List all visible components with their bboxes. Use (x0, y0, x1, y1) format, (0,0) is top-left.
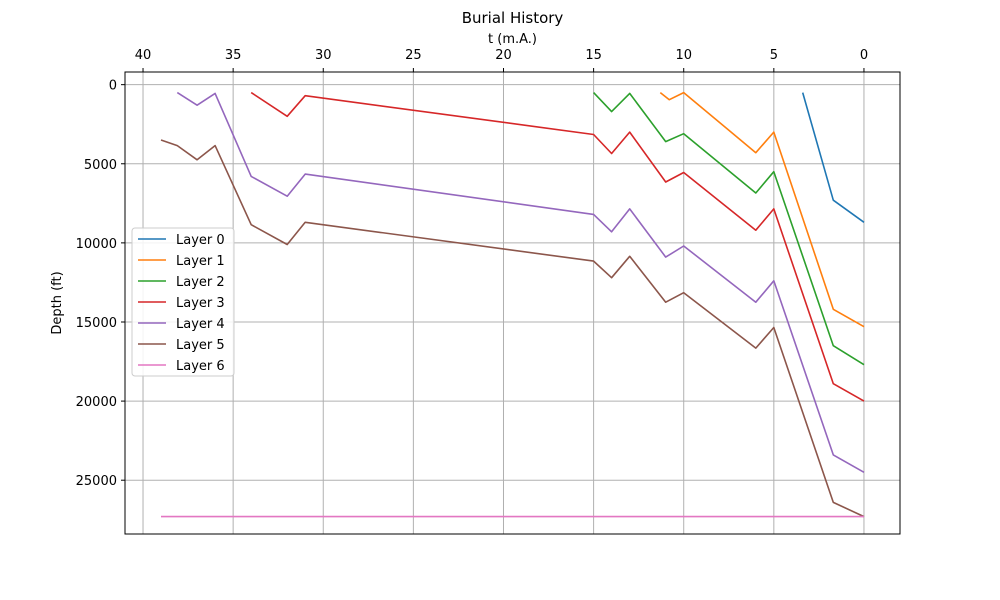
x-tick-label: 10 (675, 48, 692, 63)
x-axis-title: t (m.A.) (488, 32, 537, 47)
x-tick-label: 40 (135, 48, 152, 63)
y-axis-title: Depth (ft) (50, 271, 65, 334)
x-tick-label: 15 (585, 48, 602, 63)
series-line-layer-2 (593, 92, 865, 366)
legend-box (131, 227, 235, 377)
series-line-layer-1 (659, 91, 865, 328)
legend-label: Layer 6 (176, 359, 225, 374)
series-line-layer-3 (250, 91, 865, 402)
series-line-layer-0 (801, 92, 865, 223)
legend-label: Layer 4 (176, 317, 225, 332)
x-tick-label: 5 (770, 48, 778, 63)
y-tick-label: 15000 (76, 316, 117, 331)
data-series (160, 91, 865, 518)
x-tick-label: 25 (405, 48, 422, 63)
y-tick-label: 25000 (76, 474, 117, 489)
legend-label: Layer 1 (176, 254, 225, 269)
plot-area-frame (124, 71, 901, 535)
series-line-layer-5 (160, 139, 865, 518)
x-axis-ticks: 40 35 30 25 20 15 10 5 0 (135, 48, 868, 72)
x-tick-label: 30 (315, 48, 332, 63)
x-tick-label: 0 (860, 48, 868, 63)
x-tick-label: 20 (495, 48, 512, 63)
y-axis-ticks: 0 5000 10000 15000 20000 25000 (76, 79, 125, 489)
legend-label: Layer 0 (176, 233, 225, 248)
y-tick-label: 5000 (84, 158, 117, 173)
y-tick-label: 0 (109, 79, 117, 94)
legend: Layer 0 Layer 1 Layer 2 Layer 3 Layer 4 Layer… (131, 227, 235, 377)
chart-title: Burial History (462, 9, 564, 27)
y-tick-label: 20000 (76, 395, 117, 410)
x-tick-label: 35 (225, 48, 242, 63)
legend-label: Layer 3 (176, 296, 225, 311)
series-line-layer-4 (176, 91, 865, 473)
y-tick-label: 10000 (76, 237, 117, 252)
grid-lines (125, 72, 900, 534)
legend-label: Layer 2 (176, 275, 225, 290)
legend-label: Layer 5 (176, 338, 225, 353)
